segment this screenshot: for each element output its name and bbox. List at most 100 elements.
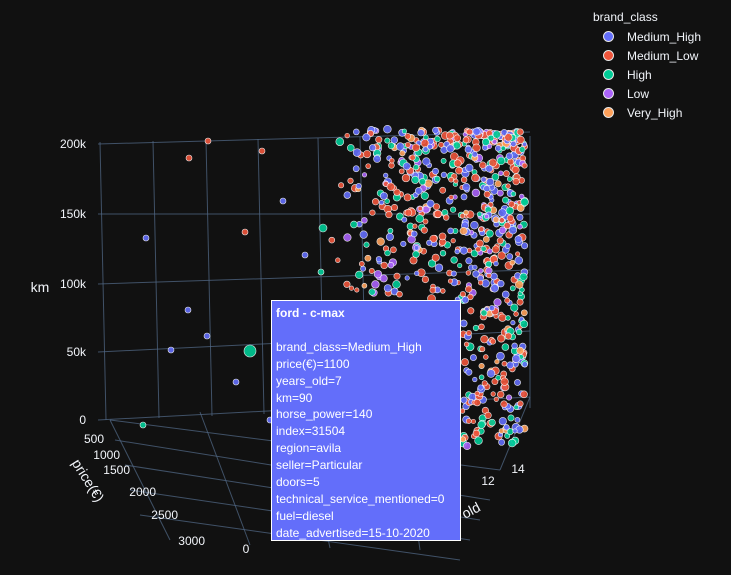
data-point[interactable] xyxy=(460,358,469,367)
data-point[interactable] xyxy=(470,221,479,230)
data-point[interactable] xyxy=(488,418,496,427)
data-point[interactable] xyxy=(338,182,345,189)
data-point[interactable] xyxy=(422,205,430,214)
data-point[interactable] xyxy=(460,193,468,201)
data-point[interactable] xyxy=(512,354,521,363)
data-point[interactable] xyxy=(396,142,405,151)
data-point[interactable] xyxy=(396,212,404,221)
data-point[interactable] xyxy=(438,232,447,241)
data-point[interactable] xyxy=(497,334,506,343)
data-point[interactable] xyxy=(375,136,383,144)
data-point[interactable] xyxy=(459,436,467,443)
data-point[interactable] xyxy=(184,306,192,314)
data-point[interactable] xyxy=(508,200,515,208)
legend-item-medium-low[interactable]: Medium_Low xyxy=(593,46,729,65)
data-point[interactable] xyxy=(472,127,481,136)
data-point[interactable] xyxy=(507,414,515,422)
legend-item-very-high[interactable]: Very_High xyxy=(593,103,729,122)
data-point[interactable] xyxy=(516,298,524,306)
data-point[interactable] xyxy=(480,245,487,252)
legend-item-low[interactable]: Low xyxy=(593,84,729,103)
data-point[interactable] xyxy=(421,275,429,284)
data-point[interactable] xyxy=(503,222,511,230)
data-point[interactable] xyxy=(496,156,506,166)
data-point[interactable] xyxy=(484,411,492,419)
data-point[interactable] xyxy=(433,209,443,219)
data-point[interactable] xyxy=(431,253,440,262)
data-point[interactable] xyxy=(427,143,433,150)
data-points[interactable] xyxy=(139,125,529,450)
data-point[interactable] xyxy=(412,223,418,229)
data-point[interactable] xyxy=(498,417,507,426)
data-point[interactable] xyxy=(513,311,519,317)
data-point[interactable] xyxy=(487,134,495,142)
data-point[interactable] xyxy=(335,257,341,263)
data-point[interactable] xyxy=(411,175,420,184)
data-point[interactable] xyxy=(459,291,466,298)
data-point[interactable] xyxy=(506,361,514,370)
data-point[interactable] xyxy=(447,227,454,235)
data-point[interactable] xyxy=(347,177,354,184)
data-point[interactable] xyxy=(448,176,454,183)
data-point[interactable] xyxy=(491,245,500,254)
data-point[interactable] xyxy=(514,379,521,386)
data-point[interactable] xyxy=(477,420,486,429)
data-point[interactable] xyxy=(369,144,377,152)
data-point[interactable] xyxy=(450,206,457,213)
data-point[interactable] xyxy=(470,418,476,425)
data-point[interactable] xyxy=(460,396,468,404)
data-point[interactable] xyxy=(510,191,517,197)
data-point[interactable] xyxy=(426,199,435,208)
data-point[interactable] xyxy=(447,278,453,284)
data-point[interactable] xyxy=(433,175,441,183)
data-point[interactable] xyxy=(489,338,497,345)
data-point[interactable] xyxy=(478,374,485,381)
data-point[interactable] xyxy=(465,330,472,336)
data-point[interactable] xyxy=(434,135,441,143)
data-point[interactable] xyxy=(465,368,473,376)
data-point[interactable] xyxy=(344,132,350,139)
data-point[interactable] xyxy=(361,282,368,289)
data-point[interactable] xyxy=(471,188,481,198)
data-point[interactable] xyxy=(492,216,500,223)
data-point[interactable] xyxy=(415,214,424,223)
data-point[interactable] xyxy=(512,177,520,186)
data-point[interactable] xyxy=(498,438,505,446)
data-point[interactable] xyxy=(411,143,421,152)
data-point[interactable] xyxy=(517,223,523,230)
data-point[interactable] xyxy=(417,206,423,212)
data-point[interactable] xyxy=(472,429,481,438)
data-point[interactable] xyxy=(396,290,403,298)
data-point[interactable] xyxy=(368,268,375,274)
data-point[interactable] xyxy=(413,245,420,251)
data-point[interactable] xyxy=(494,359,500,365)
data-point[interactable] xyxy=(506,214,515,222)
data-point[interactable] xyxy=(434,263,444,272)
data-point[interactable] xyxy=(511,342,518,350)
data-point[interactable] xyxy=(446,144,455,153)
data-point[interactable] xyxy=(318,223,328,233)
data-point[interactable] xyxy=(511,165,520,174)
data-point[interactable] xyxy=(363,150,372,159)
data-point[interactable] xyxy=(369,209,376,216)
data-point[interactable] xyxy=(504,243,511,250)
data-point[interactable] xyxy=(478,226,485,233)
data-point[interactable] xyxy=(500,145,506,151)
data-point[interactable] xyxy=(459,319,468,328)
data-point[interactable] xyxy=(417,129,425,137)
data-point[interactable] xyxy=(463,209,469,216)
data-point[interactable] xyxy=(363,241,370,248)
data-point[interactable] xyxy=(352,148,362,157)
data-point[interactable] xyxy=(493,396,499,402)
data-point[interactable] xyxy=(393,188,401,196)
data-point[interactable] xyxy=(390,136,398,144)
data-point[interactable] xyxy=(516,346,525,355)
data-point[interactable] xyxy=(498,226,507,235)
data-point[interactable] xyxy=(422,218,429,225)
data-point[interactable] xyxy=(439,250,447,257)
data-point[interactable] xyxy=(471,173,480,183)
data-point[interactable] xyxy=(429,286,437,294)
data-point[interactable] xyxy=(479,346,486,353)
data-point[interactable] xyxy=(204,137,212,145)
data-point[interactable] xyxy=(352,165,360,173)
